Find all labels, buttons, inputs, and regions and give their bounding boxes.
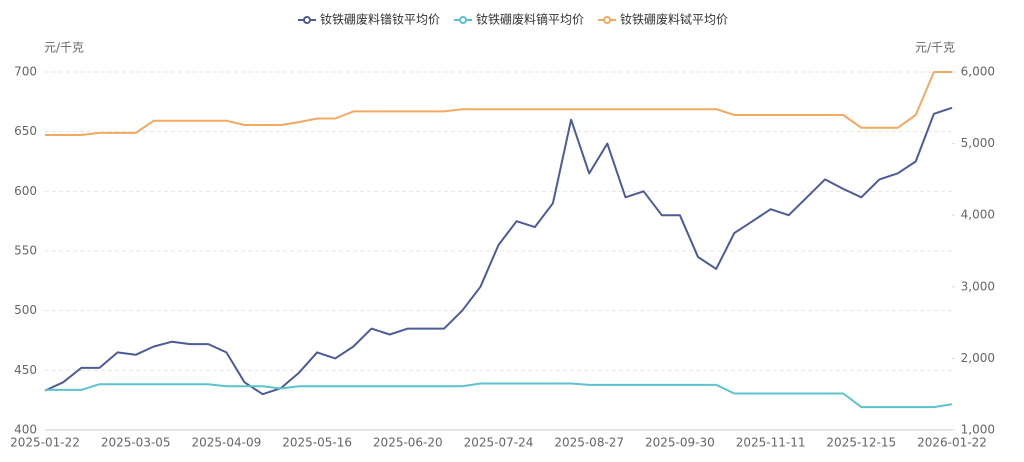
- legend-marker: [459, 16, 468, 24]
- legend-marker: [603, 16, 612, 24]
- y-tick-label: 450: [14, 363, 37, 377]
- y2-tick-label: 6,000: [961, 65, 995, 79]
- y-tick-label: 700: [14, 65, 37, 79]
- x-tick-label: 2025-04-09: [192, 436, 262, 450]
- y-tick-label: 600: [14, 184, 37, 198]
- x-tick-label: 2025-06-20: [373, 436, 443, 450]
- y2-tick-label: 5,000: [961, 136, 995, 150]
- x-tick-label: 2025-07-24: [464, 436, 534, 450]
- series-line: [45, 382, 953, 409]
- x-tick-label: 2025-09-30: [645, 436, 715, 450]
- x-tick-label: 2025-01-22: [10, 436, 80, 450]
- y-axis-title: 元/千克: [44, 41, 84, 55]
- y2-tick-label: 1,000: [961, 423, 995, 437]
- x-tick-label: 2025-12-15: [826, 436, 896, 450]
- x-tick-label: 2026-01-22: [917, 436, 987, 450]
- y-tick-label: 550: [14, 244, 37, 258]
- y2-axis-title: 元/千克: [915, 41, 955, 55]
- y2-tick-label: 4,000: [961, 208, 995, 222]
- y-tick-label: 650: [14, 124, 37, 138]
- legend-marker: [303, 16, 311, 24]
- x-tick-label: 2025-05-16: [282, 436, 352, 450]
- y2-tick-label: 3,000: [961, 279, 995, 293]
- legend-label: 钕铁硼废料铽平均价: [620, 12, 728, 27]
- series-line: [45, 71, 952, 136]
- x-tick-label: 2025-08-27: [554, 436, 624, 450]
- legend-label: 钕铁硼废料镨钕平均价: [320, 12, 440, 27]
- y2-tick-label: 2,000: [961, 351, 995, 365]
- x-tick-label: 2025-11-11: [736, 436, 806, 450]
- y-tick-label: 500: [14, 303, 37, 317]
- x-tick-label: 2025-03-05: [101, 436, 171, 450]
- series-line: [44, 106, 953, 396]
- y-tick-label: 400: [14, 423, 37, 437]
- legend-label: 钕铁硼废料镝平均价: [476, 12, 584, 27]
